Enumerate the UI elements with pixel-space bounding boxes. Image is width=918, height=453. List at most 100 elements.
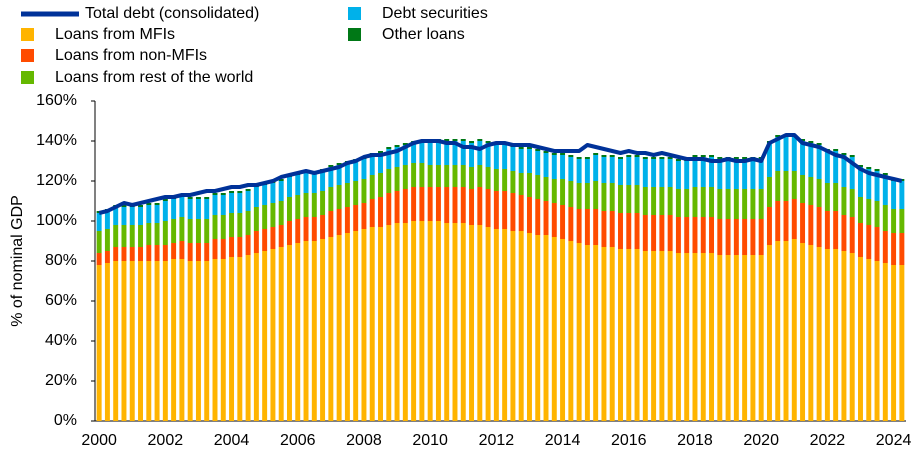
- bar-segment: [179, 217, 185, 241]
- bar-segment: [642, 251, 648, 421]
- bar-segment: [882, 175, 888, 205]
- bar-segment: [237, 237, 243, 257]
- bar-segment: [195, 219, 201, 243]
- bar-segment: [766, 177, 772, 207]
- bar-segment: [849, 217, 855, 253]
- bar-segment: [866, 169, 872, 199]
- bar-segment: [874, 201, 880, 227]
- bar-segment: [402, 165, 408, 189]
- bar-segment: [618, 213, 623, 249]
- bar-segment: [96, 231, 102, 253]
- bar-segment: [833, 183, 839, 211]
- bar-segment: [692, 253, 698, 421]
- bar-segment: [138, 225, 143, 247]
- bar-segment: [146, 205, 152, 223]
- bar-segment: [725, 159, 731, 189]
- bar-segment: [750, 159, 756, 189]
- bar-segment: [866, 225, 872, 259]
- bar-segment: [791, 199, 797, 239]
- bar-segment: [733, 219, 739, 255]
- bar-segment: [460, 187, 466, 223]
- bar-segment: [427, 187, 433, 221]
- bar-segment: [526, 233, 532, 421]
- bar-segment: [113, 207, 119, 225]
- bar-segment: [733, 255, 739, 421]
- bar-segment: [262, 205, 268, 229]
- bar-segment: [560, 153, 566, 155]
- bar-segment: [518, 195, 524, 231]
- bar-segment: [626, 157, 632, 185]
- bar-segment: [518, 231, 524, 421]
- bar-segment: [535, 175, 541, 199]
- legend-swatch: [348, 28, 361, 41]
- bar-segment: [618, 185, 623, 213]
- bar-segment: [286, 177, 292, 197]
- bar-segment: [742, 159, 748, 189]
- bar-segment: [618, 157, 623, 159]
- bar-segment: [800, 203, 806, 243]
- bar-segment: [518, 149, 524, 173]
- bar-segment: [121, 261, 127, 421]
- bar-segment: [138, 205, 143, 207]
- bar-segment: [146, 203, 152, 205]
- bar-segment: [609, 155, 615, 157]
- bar-segment: [154, 245, 160, 261]
- legend-swatch: [21, 49, 34, 62]
- bar-segment: [816, 247, 822, 421]
- bar-segment: [775, 135, 781, 137]
- bar-segment: [675, 189, 681, 217]
- bar-segment: [758, 219, 764, 255]
- bar-segment: [791, 239, 797, 421]
- bar-segment: [162, 221, 168, 245]
- bar-segment: [725, 255, 731, 421]
- bar-segment: [328, 167, 334, 187]
- bar-segment: [485, 189, 491, 227]
- bar-segment: [750, 189, 756, 219]
- bar-segment: [187, 219, 193, 243]
- bar-segment: [386, 169, 392, 193]
- bar-segment: [452, 139, 458, 141]
- bar-segment: [824, 211, 830, 249]
- bar-segment: [733, 157, 739, 159]
- bar-segment: [891, 265, 897, 421]
- bar-segment: [775, 241, 781, 421]
- bar-segment: [551, 237, 557, 421]
- bar-segment: [808, 177, 814, 205]
- bar-segment: [171, 259, 177, 421]
- bar-segment: [452, 187, 458, 223]
- bar-segment: [229, 237, 235, 257]
- bar-segment: [742, 157, 748, 159]
- bar-segment: [154, 205, 160, 223]
- bar-segment: [419, 143, 425, 163]
- bar-segment: [212, 193, 218, 195]
- bar-segment: [651, 157, 657, 159]
- bar-segment: [775, 171, 781, 201]
- bar-segment: [692, 217, 698, 253]
- bar-segment: [766, 207, 772, 245]
- bar-segment: [460, 223, 466, 421]
- bar-segment: [866, 167, 872, 169]
- bar-segment: [659, 187, 665, 215]
- bar-segment: [411, 187, 417, 221]
- bar-segment: [138, 261, 143, 421]
- bar-segment: [477, 225, 483, 421]
- bar-segment: [717, 157, 723, 159]
- bar-segment: [791, 137, 797, 171]
- bar-segment: [220, 239, 226, 259]
- bar-segment: [816, 179, 822, 207]
- bar-segment: [328, 237, 334, 421]
- bar-segment: [849, 189, 855, 217]
- bar-segment: [469, 141, 475, 143]
- bar-segment: [187, 243, 193, 261]
- bar-segment: [402, 223, 408, 421]
- bar-segment: [742, 219, 748, 255]
- y-tick-label: 140%: [36, 132, 77, 149]
- bar-segment: [584, 183, 590, 209]
- bar-segment: [427, 221, 433, 421]
- bar-segment: [460, 139, 466, 141]
- bar-segment: [237, 213, 243, 237]
- bar-segment: [849, 253, 855, 421]
- bar-segment: [104, 229, 110, 251]
- bar-segment: [510, 193, 516, 231]
